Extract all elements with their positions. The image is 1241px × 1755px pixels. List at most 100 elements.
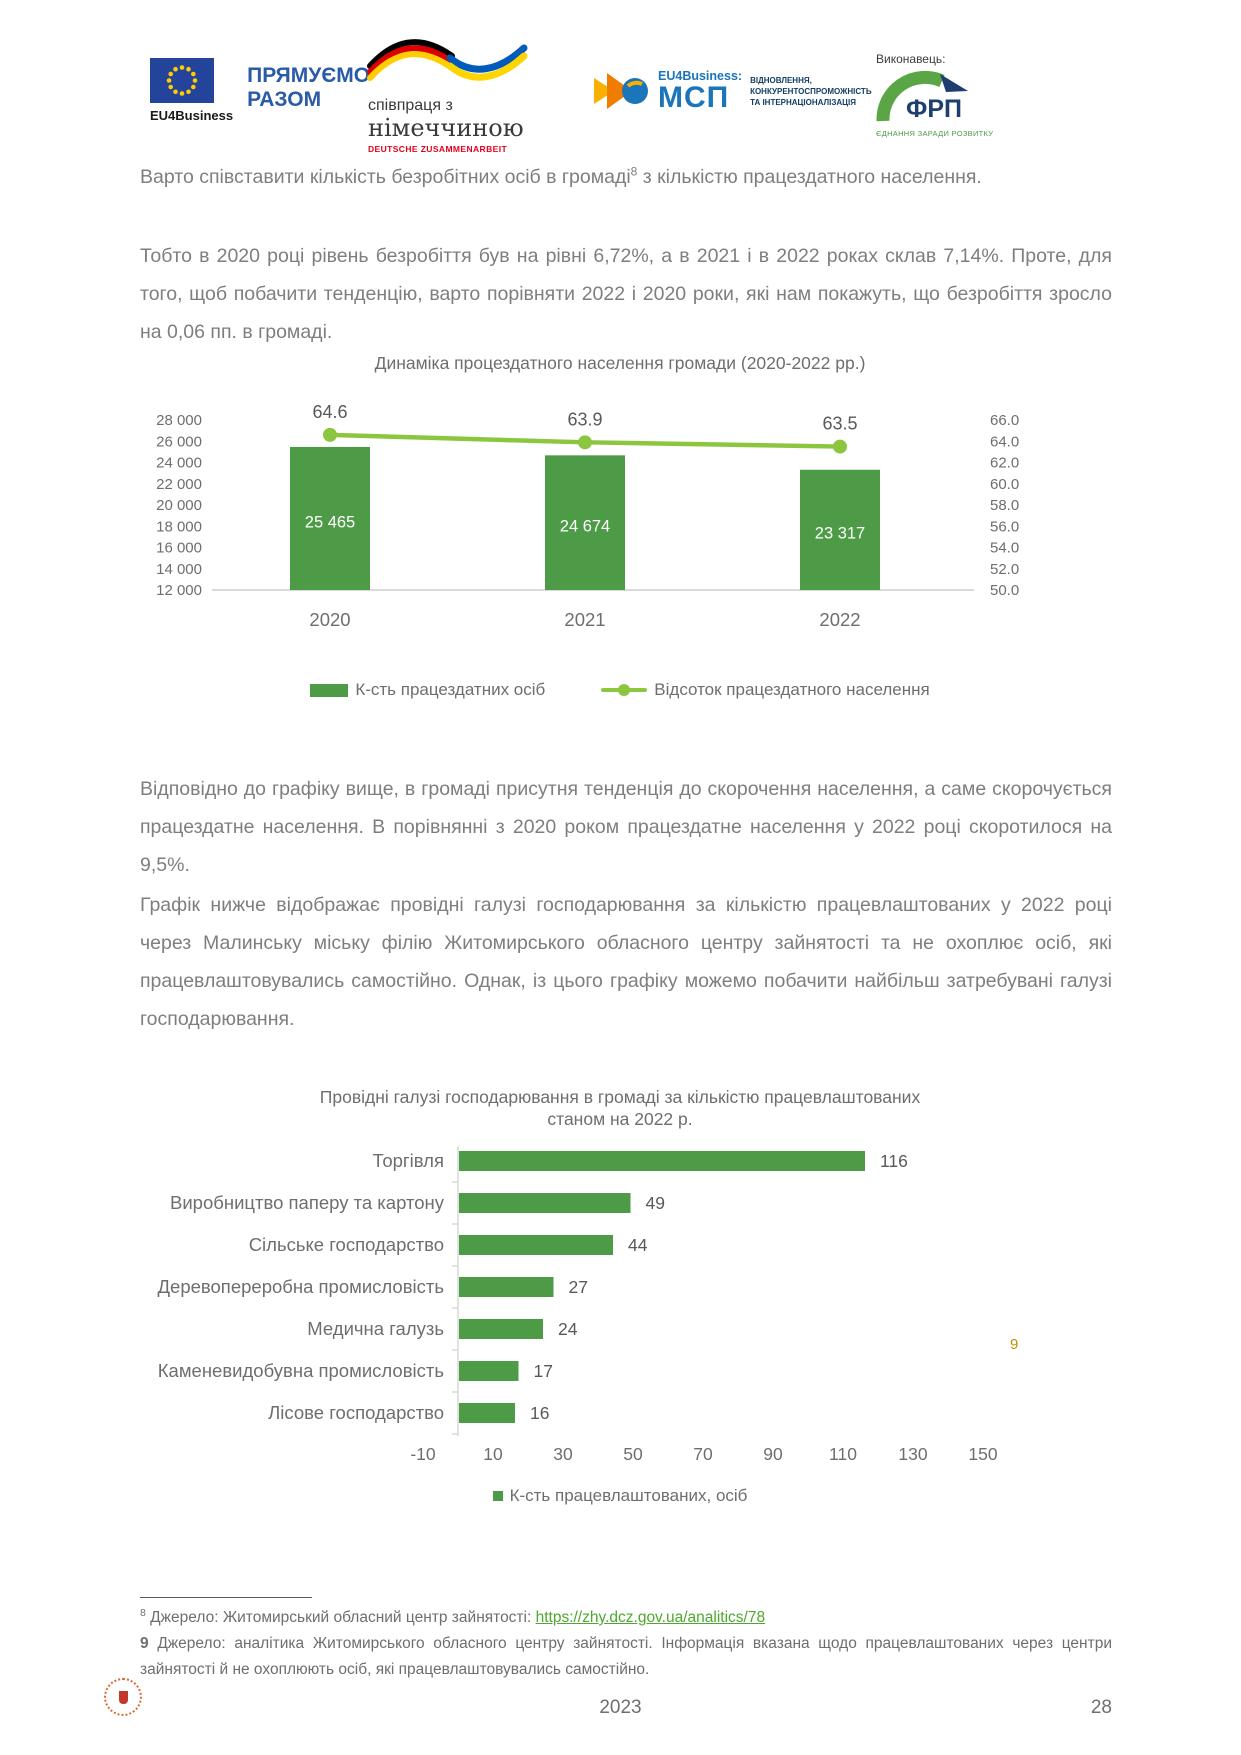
eu-tagline-1: ПРЯМУЄМО [247, 64, 371, 87]
legend-item-line: Відсоток працездатного населення [601, 680, 930, 700]
category-label: 2020 [309, 609, 350, 630]
left-axis-tick: 24 000 [156, 455, 202, 472]
chart1-legend: К-сть працездатних осіб Відсоток працезд… [140, 680, 1100, 700]
line-point [833, 439, 847, 454]
right-axis-tick: 62.0 [990, 455, 1019, 472]
german-ukrainian-ribbon-icon [367, 39, 528, 81]
german-coop-caption: DEUTSCHE ZUSAMMENARBEIT [368, 144, 508, 154]
value-label: 27 [569, 1277, 588, 1297]
x-axis-tick: 90 [763, 1444, 783, 1464]
right-axis-tick: 64.0 [990, 433, 1019, 450]
point-label: 63.9 [567, 409, 602, 429]
category-label: Деревопереробна промисловість [158, 1276, 445, 1297]
chart2-title-line2: станом на 2022 р. [547, 1109, 693, 1129]
x-axis-tick: 70 [693, 1444, 713, 1464]
bar-legend-label: К-сть працездатних осіб [355, 680, 546, 699]
category-label: Медична галузь [307, 1318, 444, 1339]
eu4business-caption: EU4Business [150, 108, 234, 123]
german-coop-line1: співпраця з [368, 97, 453, 114]
paragraph-3: Відповідно до графіку вище, в громаді пр… [140, 778, 1112, 876]
msp-brand: EU4Business: [658, 69, 743, 83]
x-axis-tick: 10 [483, 1444, 503, 1464]
line-point [323, 427, 337, 442]
right-axis-tick: 52.0 [990, 561, 1019, 578]
x-axis-tick: -10 [410, 1444, 436, 1464]
paragraph-1: Варто співставити кількість безробітних … [140, 158, 1112, 196]
city-crest-icon [104, 1678, 142, 1716]
footnote-ref-9: 9 [1010, 1336, 1019, 1353]
category-label: Торгівля [372, 1150, 444, 1171]
bar [459, 1235, 613, 1255]
footnote-9-text: Джерело: аналітика Житомирського обласно… [140, 1635, 1112, 1678]
bar [459, 1277, 554, 1297]
chart1-plot: 12 000 14 000 16 000 18 000 20 000 22 000 24 0… [156, 402, 1019, 630]
category-label: Сільське господарство [249, 1234, 444, 1255]
bar [459, 1151, 865, 1171]
value-label: 49 [646, 1193, 665, 1213]
line-legend-swatch [601, 684, 648, 696]
value-label: 17 [534, 1361, 553, 1381]
chart-working-age-dynamics: Динаміка процездатного населення громади… [140, 352, 1100, 700]
footer-page-number: 28 [1090, 1697, 1112, 1718]
msp-tagline-2: КОНКУРЕНТОСПРОМОЖНІСТЬ [750, 86, 872, 96]
footnote-8-text: Джерело: Житомирський обласний центр зай… [145, 1609, 536, 1626]
footnote-9: 9 Джерело: аналітика Житомирського облас… [140, 1631, 1112, 1683]
left-axis-tick: 14 000 [156, 561, 202, 578]
category-label: Каменевидобувна промисловість [158, 1360, 444, 1381]
msp-name: МСП [658, 81, 730, 114]
x-axis-tick: 130 [898, 1444, 927, 1464]
msp-logo: EU4Business: МСП ВІДНОВЛЕННЯ, КОНКУРЕНТО… [592, 66, 872, 116]
bar [800, 469, 880, 590]
bar [459, 1193, 631, 1213]
msp-tagline-3: ТА ІНТЕРНАЦІОНАЛІЗАЦІЯ [750, 97, 856, 107]
paragraph-1-rest: з кількістю працездатного населення. [637, 166, 982, 188]
right-axis-tick: 58.0 [990, 497, 1019, 514]
bar [459, 1319, 543, 1339]
bar [545, 455, 625, 590]
chart2-legend-swatch [492, 1491, 503, 1501]
line-point [578, 435, 592, 450]
category-label: Виробництво паперу та картону [170, 1192, 445, 1213]
legend-item-bars: К-сть працездатних осіб [310, 680, 545, 700]
right-axis-tick: 66.0 [990, 412, 1019, 429]
category-label: 2022 [819, 609, 860, 630]
left-axis-tick: 20 000 [156, 497, 202, 514]
category-label: Лісове господарство [268, 1402, 444, 1423]
value-label: 16 [530, 1403, 549, 1423]
eu-tagline-2: РАЗОМ [247, 88, 322, 111]
category-label: 2021 [564, 609, 605, 630]
line-legend-label: Відсоток працездатного населення [654, 680, 930, 699]
bar [459, 1403, 515, 1423]
bar-legend-swatch [310, 683, 349, 697]
frp-arc-icon: ФРП [876, 70, 968, 123]
x-axis-tick: 110 [829, 1444, 857, 1464]
left-axis-tick: 28 000 [156, 412, 202, 429]
msp-arrows-icon [594, 73, 648, 109]
footnote-9-marker: 9 [140, 1635, 149, 1652]
frp-caption: ЄДНАННЯ ЗАРАДИ РОЗВИТКУ [876, 129, 994, 138]
footer-year: 2023 [599, 1697, 642, 1718]
chart-leading-industries: Провідні галузі господарювання в громаді… [140, 1086, 1100, 1506]
executor-label: Виконавець: [876, 52, 946, 66]
footnote-8-link[interactable]: https://zhy.dcz.gov.ua/analitics/78 [535, 1609, 766, 1626]
chart1-title: Динаміка процездатного населення громади… [374, 353, 866, 373]
frp-logo: Виконавець: ФРП ЄДНАННЯ ЗАРАДИ РОЗВИТКУ [876, 52, 993, 138]
point-label: 64.6 [312, 402, 347, 422]
footnote-ref-8: 8 [630, 164, 638, 179]
german-coop-line2: німеччиною [368, 114, 524, 142]
paragraph-2: Тобто в 2020 році рівень безробіття був … [140, 245, 1112, 343]
left-axis-tick: 26 000 [156, 433, 202, 450]
eu4business-logo: EU4Business ПРЯМУЄМО РАЗОМ [150, 58, 370, 123]
point-label: 63.5 [822, 414, 857, 434]
chart2-legend: К-сть працевлаштованих, осіб [140, 1486, 1100, 1506]
x-axis-tick: 30 [553, 1444, 573, 1464]
svg-text:ФРП: ФРП [906, 95, 962, 123]
msp-tagline-1: ВІДНОВЛЕННЯ, [750, 75, 812, 85]
left-axis-tick: 22 000 [156, 476, 202, 493]
right-axis-tick: 50.0 [990, 582, 1019, 599]
chart2-plot: Торгівля 116 Виробництво паперу та картону… [158, 1146, 998, 1464]
paragraph-1-text: Варто співставити кількість безробітних … [140, 166, 631, 188]
left-axis-tick: 18 000 [156, 518, 202, 535]
chart2-title-line1: Провідні галузі господарювання в громаді… [319, 1087, 921, 1107]
